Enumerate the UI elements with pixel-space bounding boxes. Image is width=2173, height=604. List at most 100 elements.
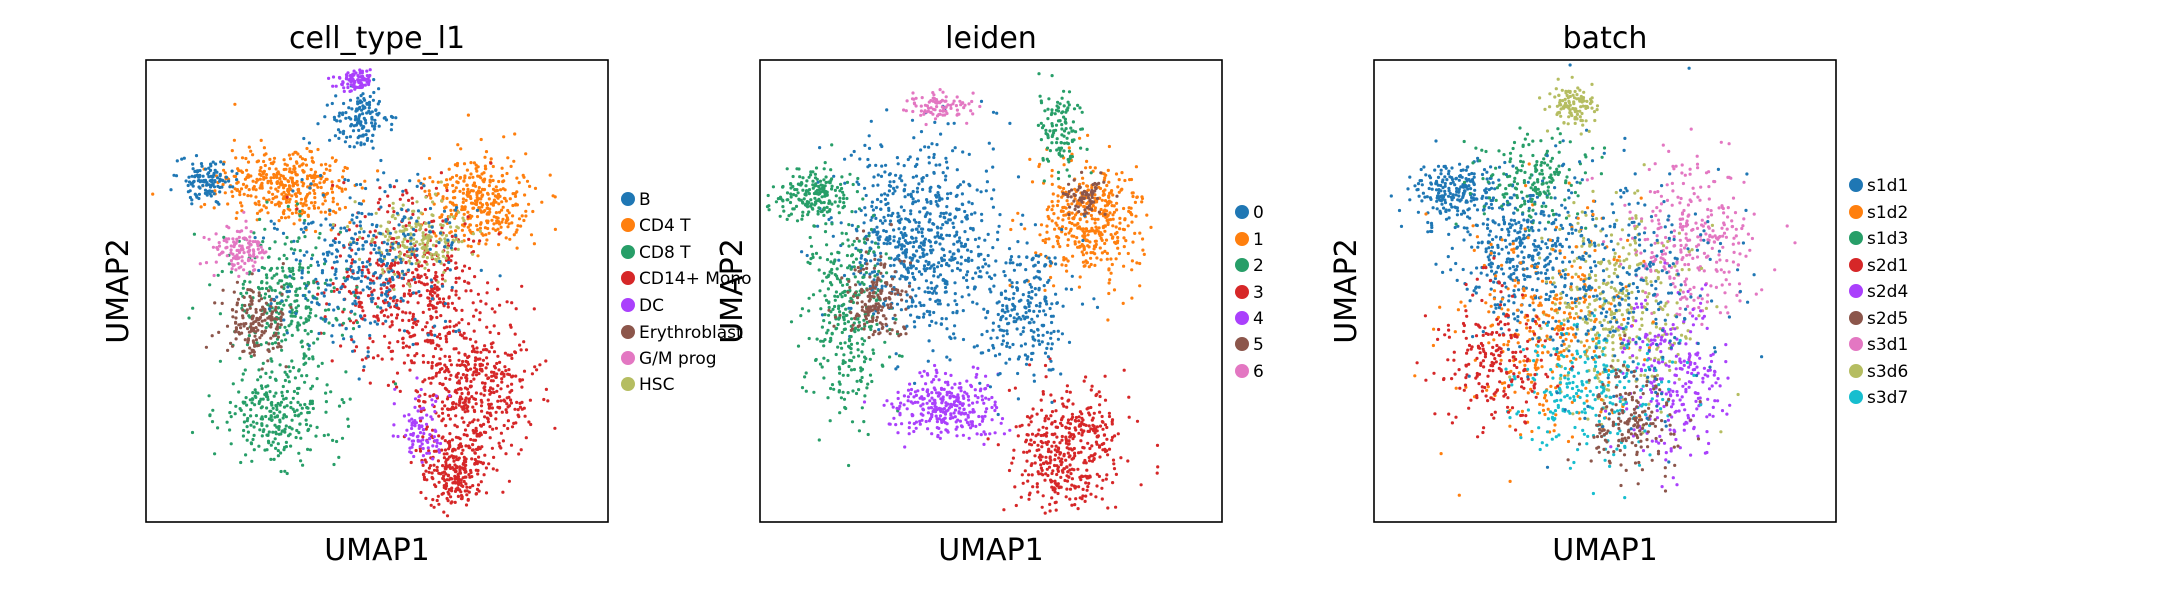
scatter-point <box>421 435 425 439</box>
scatter-point <box>225 240 229 244</box>
scatter-point <box>510 214 515 218</box>
scatter-point <box>1123 217 1127 221</box>
scatter-point <box>212 206 216 210</box>
scatter-point <box>186 190 190 194</box>
scatter-point <box>357 211 361 215</box>
scatter-point <box>472 161 476 165</box>
scatter-point <box>258 428 262 432</box>
scatter-point <box>212 185 217 189</box>
scatter-point <box>259 375 263 379</box>
scatter-point <box>218 190 222 194</box>
scatter-point <box>273 289 277 293</box>
scatter-point <box>1062 205 1066 209</box>
scatter-point <box>407 198 411 202</box>
scatter-point <box>217 253 221 257</box>
scatter-point <box>436 280 440 284</box>
scatter-point <box>494 215 499 220</box>
scatter-point <box>348 144 352 149</box>
scatter-point <box>241 434 245 438</box>
scatter-point <box>298 218 302 222</box>
scatter-point <box>502 135 506 139</box>
scatter-point <box>1122 264 1126 268</box>
scatter-point <box>239 460 243 465</box>
scatter-point <box>282 318 286 322</box>
scatter-point <box>368 262 372 266</box>
scatter-point <box>348 196 352 200</box>
scatter-point <box>408 179 412 183</box>
scatter-point <box>325 278 329 282</box>
scatter-point <box>901 233 905 237</box>
scatter-point <box>1090 217 1094 221</box>
scatter-point <box>401 203 405 207</box>
scatter-point <box>380 357 384 361</box>
scatter-point <box>248 288 252 292</box>
scatter-point <box>392 423 396 427</box>
scatter-point <box>428 299 432 303</box>
scatter-point <box>422 431 426 436</box>
scatter-point <box>341 80 345 84</box>
scatter-point <box>312 183 316 187</box>
scatter-point <box>289 444 293 448</box>
scatter-point <box>883 219 887 223</box>
scatter-point <box>395 313 400 317</box>
scatter-point <box>226 202 230 206</box>
scatter-point <box>260 405 264 409</box>
scatter-point <box>390 122 394 126</box>
scatter-point <box>980 212 984 216</box>
scatter-point <box>242 210 246 214</box>
scatter-point <box>339 344 343 348</box>
scatter-point <box>454 186 458 190</box>
scatter-point <box>982 258 986 262</box>
scatter-point <box>945 280 949 284</box>
scatter-point <box>322 171 326 175</box>
scatter-point <box>342 297 346 302</box>
scatter-point <box>789 195 793 199</box>
scatter-point <box>471 405 475 409</box>
scatter-point <box>291 272 296 276</box>
scatter-point <box>1109 200 1113 204</box>
scatter-point <box>277 185 281 189</box>
scatter-point <box>915 315 920 319</box>
scatter-point <box>376 305 380 309</box>
scatter-point <box>302 221 306 225</box>
scatter-point <box>260 286 264 291</box>
scatter-point <box>463 469 468 473</box>
scatter-point <box>422 177 427 181</box>
scatter-point <box>199 205 203 209</box>
scatter-point <box>401 240 405 244</box>
scatter-point <box>319 210 323 214</box>
scatter-point <box>966 237 970 242</box>
scatter-point <box>920 234 925 238</box>
scatter-point <box>1076 245 1080 249</box>
scatter-point <box>410 262 414 266</box>
scatter-point <box>430 297 434 301</box>
scatter-point <box>271 334 276 338</box>
scatter-point <box>431 213 435 218</box>
scatter-point <box>1116 235 1120 240</box>
scatter-point <box>272 226 277 230</box>
scatter-point <box>953 299 957 303</box>
scatter-point <box>449 225 453 229</box>
scatter-point <box>1124 239 1128 243</box>
scatter-point <box>392 210 396 214</box>
scatter-point <box>864 193 868 198</box>
scatter-point <box>234 326 238 330</box>
scatter-point <box>970 212 974 216</box>
scatter-point <box>366 276 370 280</box>
scatter-point <box>883 197 888 201</box>
scatter-point <box>405 228 409 232</box>
scatter-point <box>392 237 396 241</box>
scatter-point <box>190 174 194 178</box>
scatter-point <box>392 185 396 189</box>
scatter-point <box>175 159 179 163</box>
scatter-point <box>324 391 328 395</box>
scatter-point <box>296 239 300 243</box>
scatter-point <box>1105 251 1109 255</box>
scatter-point <box>1130 191 1134 195</box>
scatter-point <box>246 430 250 434</box>
scatter-point <box>443 404 447 408</box>
scatter-point <box>479 424 483 428</box>
scatter-point <box>1084 259 1088 263</box>
scatter-point <box>427 221 431 225</box>
scatter-point <box>437 297 442 301</box>
